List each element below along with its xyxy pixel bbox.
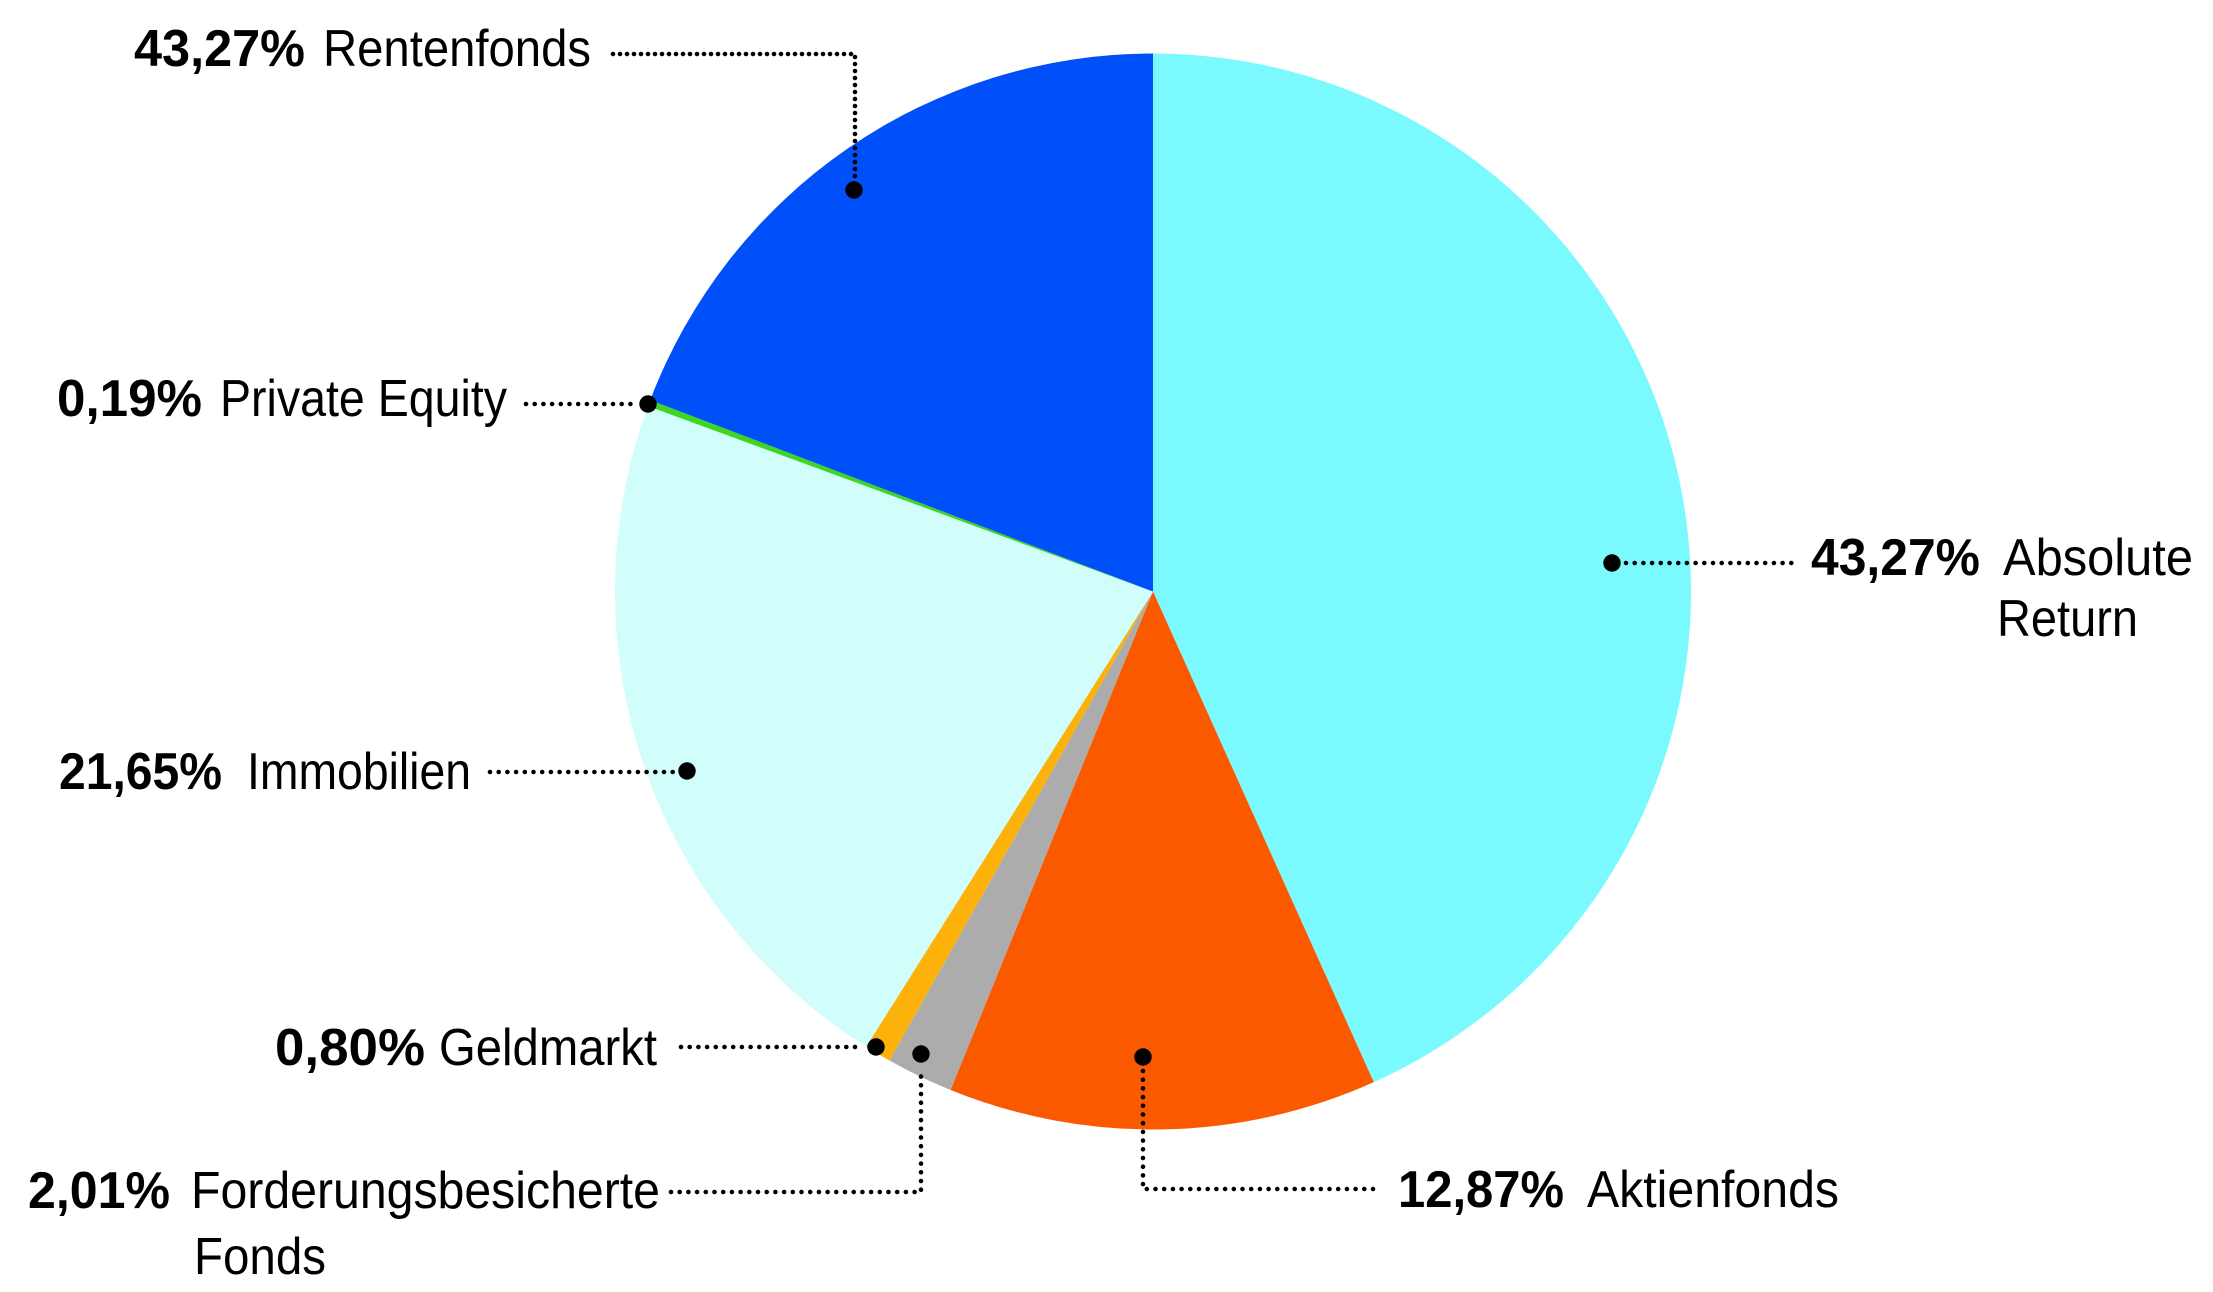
svg-text:0,19%: 0,19% bbox=[57, 370, 202, 428]
svg-text:21,65%: 21,65% bbox=[59, 743, 222, 801]
svg-text:Geldmarkt: Geldmarkt bbox=[439, 1019, 657, 1077]
svg-text:Fonds: Fonds bbox=[194, 1228, 326, 1286]
svg-text:12,87%: 12,87% bbox=[1398, 1161, 1564, 1219]
svg-text:Aktienfonds: Aktienfonds bbox=[1587, 1161, 1839, 1219]
svg-text:0,80%: 0,80% bbox=[275, 1019, 425, 1077]
svg-text:Rentenfonds: Rentenfonds bbox=[323, 20, 591, 78]
svg-text:Immobilien: Immobilien bbox=[247, 743, 471, 801]
svg-text:43,27%: 43,27% bbox=[1811, 529, 1980, 587]
svg-text:Forderungsbesicherte: Forderungsbesicherte bbox=[191, 1162, 660, 1220]
svg-text:Private Equity: Private Equity bbox=[220, 370, 507, 428]
svg-text:2,01%: 2,01% bbox=[28, 1162, 170, 1220]
svg-text:43,27%: 43,27% bbox=[134, 20, 305, 78]
svg-text:Return: Return bbox=[1997, 590, 2138, 648]
svg-text:Absolute: Absolute bbox=[2003, 529, 2193, 587]
